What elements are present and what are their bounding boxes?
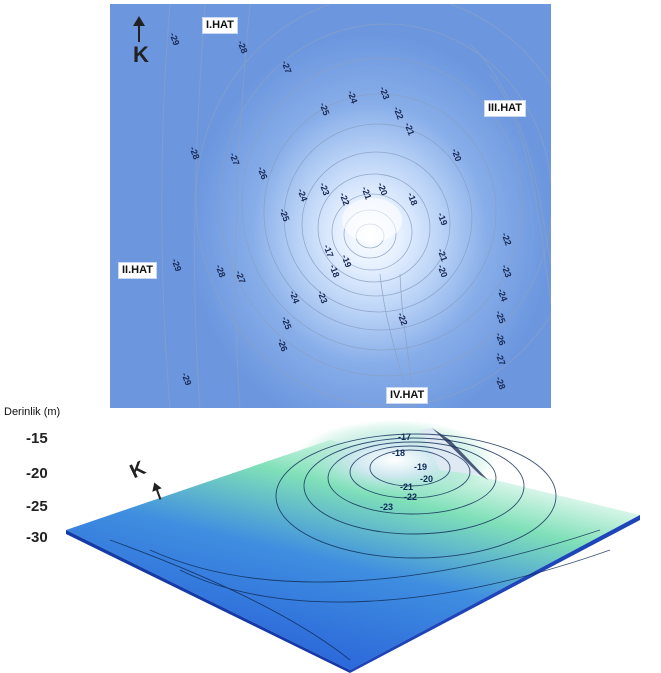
north-arrow-icon: [133, 16, 145, 42]
depth-tick: -30: [26, 529, 48, 546]
peak-label: -19: [414, 462, 427, 472]
depth-tick: -15: [26, 430, 48, 447]
contour-lines: [161, 4, 551, 408]
line-label-4: IV.HAT: [386, 387, 429, 404]
peak-label: -20: [420, 474, 433, 484]
depth-tick: -20: [26, 465, 48, 482]
line-label-3: III.HAT: [484, 100, 527, 117]
peak-label: -21: [400, 482, 413, 492]
north-label-3d: K: [127, 457, 150, 483]
peak-label: -23: [380, 502, 393, 512]
surface-3d: K -17 -18 -19 -20 -21 -22 -23: [66, 420, 640, 673]
contour-map: K I.HAT II.HAT III.HAT IV.HAT -29 -28 -2…: [110, 4, 551, 408]
north-label: K: [133, 42, 149, 67]
peak-label: -17: [398, 432, 411, 442]
peak-label: -18: [392, 448, 405, 458]
depth-axis-title: Derinlik (m): [4, 406, 61, 418]
depth-tick: -25: [26, 498, 48, 515]
surface-plane: [66, 440, 640, 670]
line-label-2: II.HAT: [118, 262, 157, 279]
north-arrow-3d-icon: [152, 482, 162, 500]
line-label-1: I.HAT: [202, 17, 238, 34]
peak-label: -22: [404, 492, 417, 502]
